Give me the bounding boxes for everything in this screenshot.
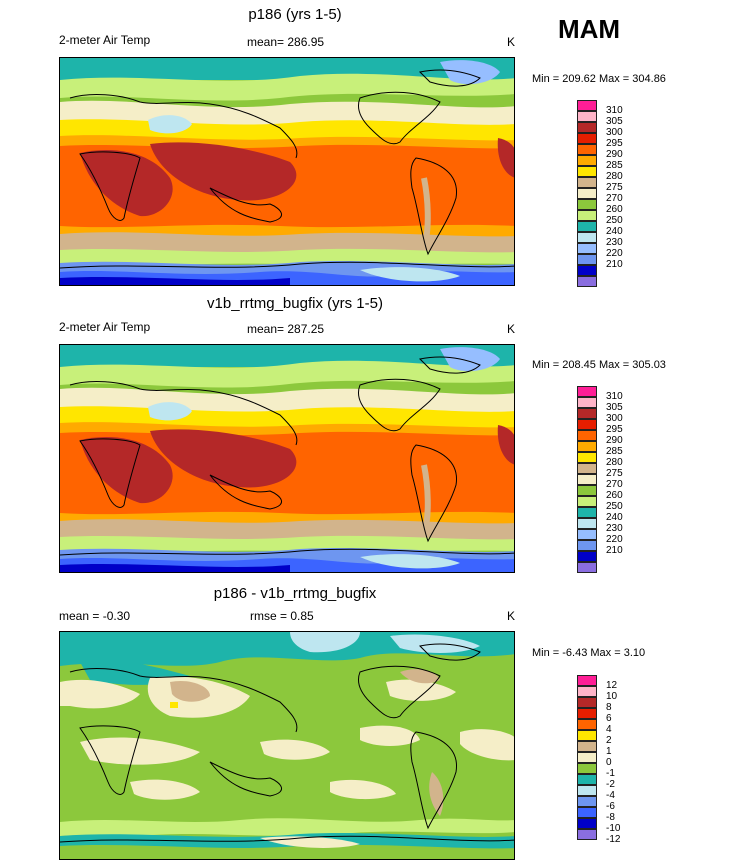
panel1-units: K <box>507 35 516 49</box>
panel3-colorbar-label: -2 <box>606 779 615 790</box>
panel2-colorbar-label: 295 <box>606 424 623 435</box>
panel3-colorbar-label: -6 <box>606 801 615 812</box>
panel3-mean-label: mean = -0.30 <box>59 609 131 623</box>
panel2-colorbar-label: 310 <box>606 391 623 402</box>
panel3-map-field <box>60 632 514 859</box>
panel1-colorbar-label: 275 <box>606 182 623 193</box>
panel2-units: K <box>507 322 516 336</box>
panel1-map <box>59 57 515 286</box>
panel2-variable-label: 2-meter Air Temp <box>59 320 151 334</box>
panel1-colorbar-label: 220 <box>606 248 623 259</box>
panel3-colorbar-label: 2 <box>606 735 612 746</box>
panel2-map <box>59 344 515 573</box>
panel1-colorbar-label: 295 <box>606 138 623 149</box>
panel1-colorbar-label: 230 <box>606 237 623 248</box>
panel3-title: p186 - v1b_rrtmg_bugfix <box>213 585 377 602</box>
panel2-colorbar-label: 210 <box>606 545 623 556</box>
panel1-colorbar-label: 300 <box>606 127 623 138</box>
panel3-colorbar-label: 6 <box>606 713 612 724</box>
panel1-colorbar-label: 210 <box>606 259 623 270</box>
panel2-colorbar-label: 300 <box>606 413 623 424</box>
panel1-colorbar-label: 310 <box>606 105 623 116</box>
panel3-units: K <box>507 609 516 623</box>
panel3-rmse-label: rmse = 0.85 <box>250 609 314 623</box>
panel2-colorbar-label: 240 <box>606 512 623 523</box>
panel3-colorbar-label: 1 <box>606 746 612 757</box>
panel2-minmax: Min = 208.45 Max = 305.03 <box>532 359 666 371</box>
panel2-title: v1b_rrtmg_bugfix (yrs 1-5) <box>207 295 383 312</box>
panel1-colorbar-label: 260 <box>606 204 623 215</box>
panel3-colorbar-label: -1 <box>606 768 615 779</box>
panel1-minmax: Min = 209.62 Max = 304.86 <box>532 73 666 85</box>
panel3-colorbar-label: -8 <box>606 812 615 823</box>
panel1-colorbar-label: 305 <box>606 116 623 127</box>
panel3-colorbar-label: 4 <box>606 724 612 735</box>
panel3-colorbar-label: -4 <box>606 790 615 801</box>
panel2-colorbar-label: 290 <box>606 435 623 446</box>
panel3-minmax: Min = -6.43 Max = 3.10 <box>532 647 646 659</box>
panel1-mean-label: mean= 286.95 <box>247 35 325 49</box>
panel1-colorbar-label: 240 <box>606 226 623 237</box>
panel2-mean-label: mean= 287.25 <box>247 322 325 336</box>
panel1-colorbar-label: 270 <box>606 193 623 204</box>
panel3-colorbar-label: -10 <box>606 823 621 834</box>
panel1-map-field <box>60 58 514 285</box>
panel2-colorbar-label: 285 <box>606 446 623 457</box>
panel3-colorbar-label: 0 <box>606 757 612 768</box>
panel3-colorbar-label: -12 <box>606 834 621 845</box>
panel1-colorbar-label: 250 <box>606 215 623 226</box>
panel3-colorbar-label: 8 <box>606 702 612 713</box>
panel1-colorbar-label: 290 <box>606 149 623 160</box>
panel2-colorbar-label: 280 <box>606 457 623 468</box>
panel2-colorbar-label: 230 <box>606 523 623 534</box>
panel2-colorbar-label: 220 <box>606 534 623 545</box>
panel1-colorbar-label: 285 <box>606 160 623 171</box>
panel2-colorbar-label: 260 <box>606 490 623 501</box>
season-label: MAM <box>558 14 621 44</box>
panel2-colorbar-label: 270 <box>606 479 623 490</box>
panel2-colorbar-label: 275 <box>606 468 623 479</box>
panel3-colorbar-label: 10 <box>606 691 618 702</box>
panel1-colorbar-label: 280 <box>606 171 623 182</box>
panel1-title: p186 (yrs 1-5) <box>248 6 342 23</box>
panel2-colorbar-label: 250 <box>606 501 623 512</box>
panel3-colorbar-label: 12 <box>606 680 618 691</box>
panel2-map-field <box>60 345 514 572</box>
panel3-map <box>59 631 515 860</box>
panel2-colorbar-label: 305 <box>606 402 623 413</box>
panel1-variable-label: 2-meter Air Temp <box>59 33 151 47</box>
